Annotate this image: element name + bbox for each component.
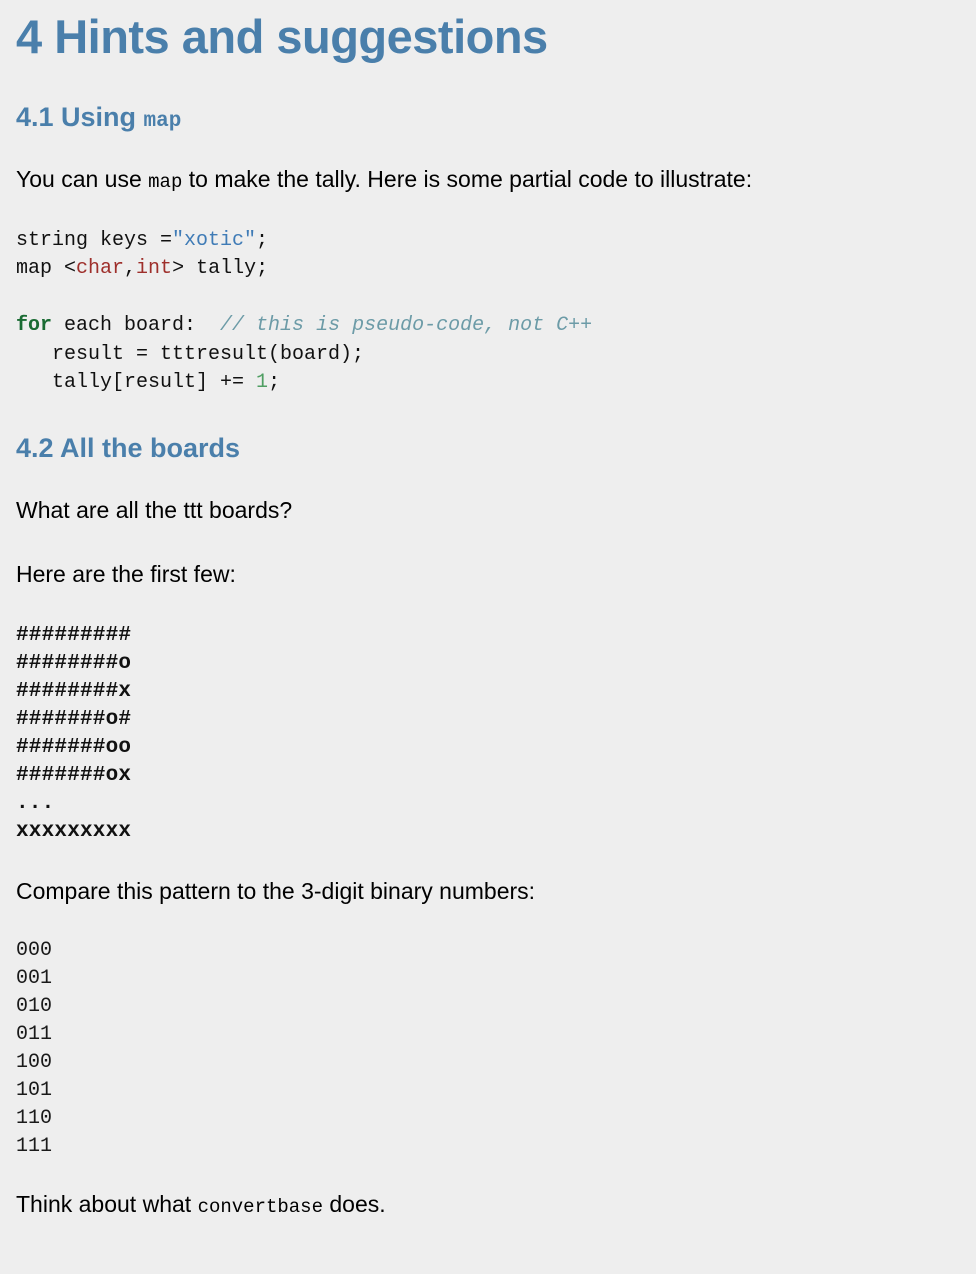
code-string-literal: "xotic" xyxy=(172,228,257,252)
section-heading-4-1: 4.1 Using map xyxy=(16,102,960,134)
heading-4-1-text: 4.1 Using xyxy=(16,102,144,133)
board-row-ellipsis: ... xyxy=(16,791,55,815)
code-comma: , xyxy=(124,257,137,281)
code-type-int: int xyxy=(136,257,173,281)
code-block-tally: string keys ="xotic"; map <char,int> tal… xyxy=(16,227,960,398)
paragraph-text-after: does. xyxy=(322,1190,386,1217)
binary-numbers-listing: 000 001 010 011 100 101 110 111 xyxy=(16,937,960,1161)
spacer xyxy=(16,133,960,166)
binary-row: 111 xyxy=(16,1134,53,1158)
spacer xyxy=(16,398,960,434)
binary-row: 000 xyxy=(16,938,53,962)
spacer xyxy=(16,194,960,227)
boards-listing: ######### ########o ########x #######o# … xyxy=(16,622,960,846)
binary-row: 011 xyxy=(16,1022,53,1046)
board-row: ########x xyxy=(16,679,132,703)
board-row: #######ox xyxy=(16,763,132,787)
spacer xyxy=(16,464,960,497)
spacer xyxy=(16,846,960,878)
code-line-2-text: map < xyxy=(16,257,77,281)
inline-code-convertbase: convertbase xyxy=(197,1195,323,1218)
inline-code-map: map xyxy=(148,171,183,194)
code-line-2-end: > tally; xyxy=(172,257,269,281)
page-title: 4 Hints and suggestions xyxy=(16,10,548,63)
code-number-literal: 1 xyxy=(256,371,269,395)
binary-row: 001 xyxy=(16,966,53,990)
document-page: 4 Hints and suggestions 4.1 Using map Yo… xyxy=(16,10,960,1218)
board-row: xxxxxxxxx xyxy=(16,819,132,843)
paragraph-text-after: to make the tally. Here is some partial … xyxy=(182,166,753,193)
spacer xyxy=(16,1161,960,1191)
paragraph-first-few: Here are the first few: xyxy=(16,560,236,587)
spacer xyxy=(16,588,960,622)
paragraph-use-map: You can use map to make the tally. Here … xyxy=(16,166,960,193)
spacer xyxy=(16,524,960,561)
code-line-1-text: string keys = xyxy=(16,228,173,252)
board-row: #######oo xyxy=(16,735,132,759)
paragraph-what-boards: What are all the ttt boards? xyxy=(16,496,293,523)
binary-row: 100 xyxy=(16,1050,53,1074)
spacer xyxy=(16,61,960,103)
heading-4-1-inline-code: map xyxy=(143,110,182,134)
code-type-char: char xyxy=(76,257,125,281)
paragraph-convertbase: Think about what convertbase does. xyxy=(16,1191,960,1218)
board-row: #######o# xyxy=(16,707,132,731)
board-row: ########o xyxy=(16,651,132,675)
code-line-1-end: ; xyxy=(256,228,269,252)
code-comment: // this is pseudo-code, not C++ xyxy=(220,314,593,338)
paragraph-text-before: Think about what xyxy=(16,1190,198,1217)
code-keyword-for: for xyxy=(16,314,53,338)
section-heading-4-2: 4.2 All the boards xyxy=(16,432,241,463)
binary-row: 010 xyxy=(16,994,53,1018)
spacer xyxy=(16,905,960,937)
code-line-6-text: tally[result] += xyxy=(16,371,257,395)
code-line-5: result = tttresult(board); xyxy=(16,342,365,366)
code-line-6-end: ; xyxy=(268,371,281,395)
paragraph-compare-binary: Compare this pattern to the 3-digit bina… xyxy=(16,877,536,904)
binary-row: 110 xyxy=(16,1106,53,1130)
paragraph-text-before: You can use xyxy=(16,166,149,193)
binary-row: 101 xyxy=(16,1078,53,1102)
board-row: ######### xyxy=(16,623,132,647)
code-line-4-text: each board: xyxy=(52,314,221,338)
